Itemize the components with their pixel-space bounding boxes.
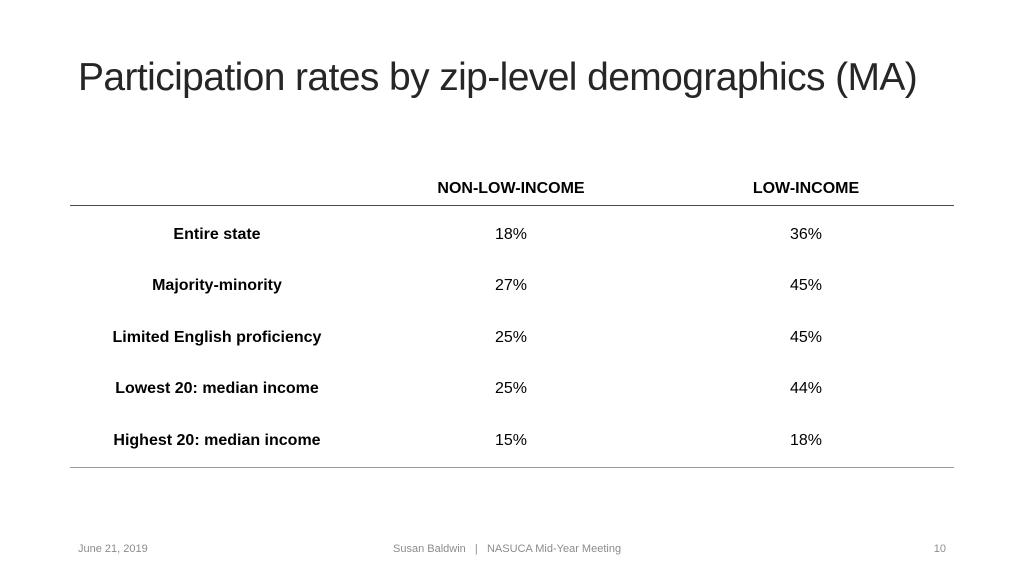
cell-low-income: 45% [789,277,823,295]
row-label: Highest 20: median income [70,415,364,468]
cell-non-low-income: 18% [494,225,528,243]
cell-low-income: 18% [658,415,954,468]
cell-non-low-income: 25% [494,328,528,346]
row-label: Limited English proficiency [112,328,322,346]
table-header-row: NON-LOW-INCOME LOW-INCOME [70,172,954,206]
page-number: 10 [933,543,946,555]
row-label: Majority-minority [152,277,282,295]
row-label: Entire state [173,225,261,243]
table-row: Limited English proficiency 25% 45% [70,312,954,364]
cell-non-low-income: 27% [494,277,528,295]
table-row: Highest 20: median income 15% 18% [70,415,954,468]
footer-date: June 21, 2019 [78,543,148,555]
participation-table: NON-LOW-INCOME LOW-INCOME Entire state 1… [70,172,954,468]
cell-non-low-income: 25% [494,380,528,398]
table-row: Majority-minority 27% 45% [70,261,954,313]
header-non-low-income: NON-LOW-INCOME [364,172,658,206]
footer-presenter: Susan Baldwin | NASUCA Mid-Year Meeting [393,543,622,555]
header-label [70,172,364,206]
table-row: Entire state 18% 36% [70,206,954,261]
cell-low-income: 44% [789,380,823,398]
cell-low-income: 36% [789,225,823,243]
slide-title: Participation rates by zip-level demogra… [78,56,918,99]
cell-non-low-income: 15% [364,415,658,468]
cell-low-income: 45% [789,328,823,346]
row-label: Lowest 20: median income [115,380,319,398]
header-low-income: LOW-INCOME [658,172,954,206]
table-row: Lowest 20: median income 25% 44% [70,364,954,416]
